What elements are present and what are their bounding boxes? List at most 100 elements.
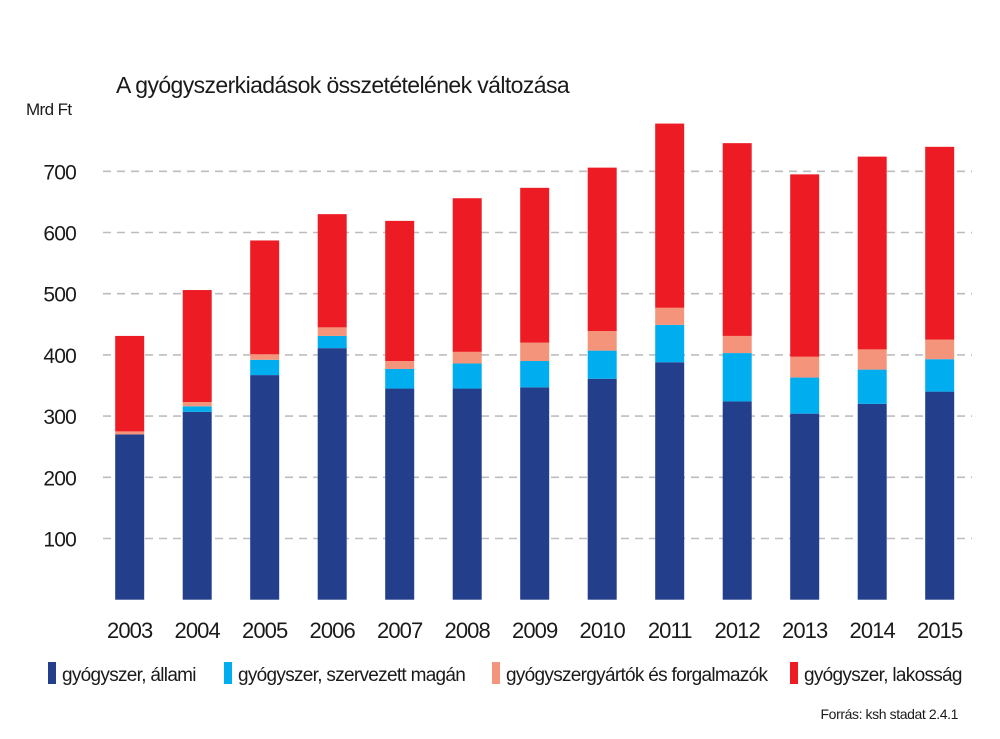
- legend-swatch: [48, 662, 56, 684]
- bar-segment: [317, 348, 347, 600]
- bar-group-2015: [925, 146, 955, 600]
- y-tick-label: 200: [43, 467, 76, 490]
- bar-group-2004: [182, 290, 212, 600]
- bar-segment: [790, 174, 820, 357]
- bar-segment: [655, 324, 685, 363]
- x-tick-label: 2009: [512, 618, 558, 643]
- legend-label: gyógyszer, lakosság: [804, 665, 962, 686]
- bar-group-2009: [520, 187, 550, 600]
- bar-segment: [587, 378, 617, 600]
- x-tick-label: 2011: [648, 618, 692, 643]
- bar-segment: [857, 369, 887, 404]
- bar-segment: [857, 156, 887, 350]
- bar-segment: [520, 361, 550, 388]
- legend-item: gyógyszer, lakosság: [790, 662, 963, 686]
- bar-segment: [385, 368, 415, 389]
- bar-segment: [182, 406, 212, 412]
- x-axis-ticks: 2003 2004 2005 2006 2007 2008 2009 2010 2011 2012…: [107, 618, 964, 643]
- bar-segment: [452, 363, 482, 389]
- x-tick-label: 2008: [445, 618, 491, 643]
- bar-segment: [655, 123, 685, 308]
- bar-segment: [722, 401, 752, 600]
- x-tick-label: 2012: [715, 618, 761, 643]
- bar-segment: [925, 359, 955, 392]
- x-tick-label: 2006: [310, 618, 356, 643]
- legend-label: gyógyszer, szervezett magán: [238, 665, 465, 686]
- bar-segment: [385, 361, 415, 369]
- bar-segment: [452, 198, 482, 352]
- bar-segment: [317, 327, 347, 336]
- bar-group-2010: [587, 167, 617, 600]
- bar-segment: [115, 434, 145, 600]
- bar-segment: [520, 187, 550, 343]
- bar-segment: [250, 359, 280, 376]
- bar-segment: [655, 362, 685, 600]
- bar-segment: [587, 167, 617, 332]
- x-tick-label: 2003: [107, 618, 153, 643]
- bar-segment: [182, 290, 212, 403]
- bar-segment: [250, 354, 280, 360]
- legend-swatch: [492, 662, 500, 684]
- y-tick-label: 300: [43, 406, 76, 429]
- bar-segment: [250, 375, 280, 600]
- bar-segment: [520, 387, 550, 600]
- bar-segment: [520, 342, 550, 362]
- bar-group-2005: [250, 240, 280, 600]
- x-tick-label: 2005: [242, 618, 288, 643]
- x-tick-label: 2014: [850, 618, 896, 643]
- bar-group-2007: [385, 220, 415, 600]
- y-tick-label: 500: [43, 284, 76, 307]
- bar-segment: [587, 350, 617, 379]
- y-axis-unit-label: Mrd Ft: [26, 100, 72, 119]
- bar-segment: [115, 431, 145, 435]
- legend-label: gyógyszer, állami: [62, 665, 196, 686]
- bar-segment: [722, 353, 752, 402]
- bar-segment: [722, 335, 752, 354]
- legend-swatch: [224, 662, 232, 684]
- legend-item: gyógyszer, állami: [48, 662, 197, 686]
- bar-segment: [790, 377, 820, 414]
- bar-segment: [385, 388, 415, 600]
- bars: [115, 123, 955, 600]
- bar-segment: [925, 339, 955, 360]
- legend-item: gyógyszergyártók és forgalmazók: [492, 662, 769, 686]
- bar-segment: [115, 335, 145, 432]
- bar-segment: [452, 351, 482, 364]
- y-tick-label: 700: [43, 161, 76, 184]
- x-tick-label: 2013: [782, 618, 828, 643]
- x-tick-label: 2015: [917, 618, 963, 643]
- x-tick-label: 2007: [377, 618, 423, 643]
- bar-segment: [790, 413, 820, 600]
- bar-group-2008: [452, 198, 482, 600]
- bar-group-2011: [655, 123, 685, 600]
- bar-segment: [385, 220, 415, 362]
- bar-segment: [182, 402, 212, 407]
- bar-group-2014: [857, 156, 887, 600]
- legend: gyógyszer, állami gyógyszer, szervezett m…: [48, 662, 963, 686]
- y-tick-label: 100: [43, 529, 76, 552]
- y-axis-ticks: 100 200 300 400 500 600 700: [43, 161, 77, 552]
- bar-segment: [317, 214, 347, 328]
- bar-segment: [182, 411, 212, 600]
- y-tick-label: 600: [43, 223, 76, 246]
- bar-segment: [857, 403, 887, 600]
- bar-group-2006: [317, 214, 347, 600]
- legend-label: gyógyszergyártók és forgalmazók: [506, 665, 769, 686]
- chart-title: A gyógyszerkiadások összetételének válto…: [116, 72, 570, 98]
- bar-segment: [857, 349, 887, 370]
- bar-segment: [587, 331, 617, 351]
- source-note: Forrás: ksh stadat 2.4.1: [821, 706, 959, 722]
- bar-segment: [722, 143, 752, 336]
- bar-segment: [925, 146, 955, 340]
- bar-group-2013: [790, 174, 820, 600]
- bar-segment: [655, 307, 685, 325]
- bar-segment: [317, 335, 347, 349]
- bar-segment: [452, 388, 482, 600]
- x-tick-label: 2010: [580, 618, 626, 643]
- legend-item: gyógyszer, szervezett magán: [224, 662, 466, 686]
- legend-swatch: [790, 662, 798, 684]
- bar-group-2003: [115, 335, 145, 600]
- bar-group-2012: [722, 143, 752, 600]
- y-tick-label: 400: [43, 345, 76, 368]
